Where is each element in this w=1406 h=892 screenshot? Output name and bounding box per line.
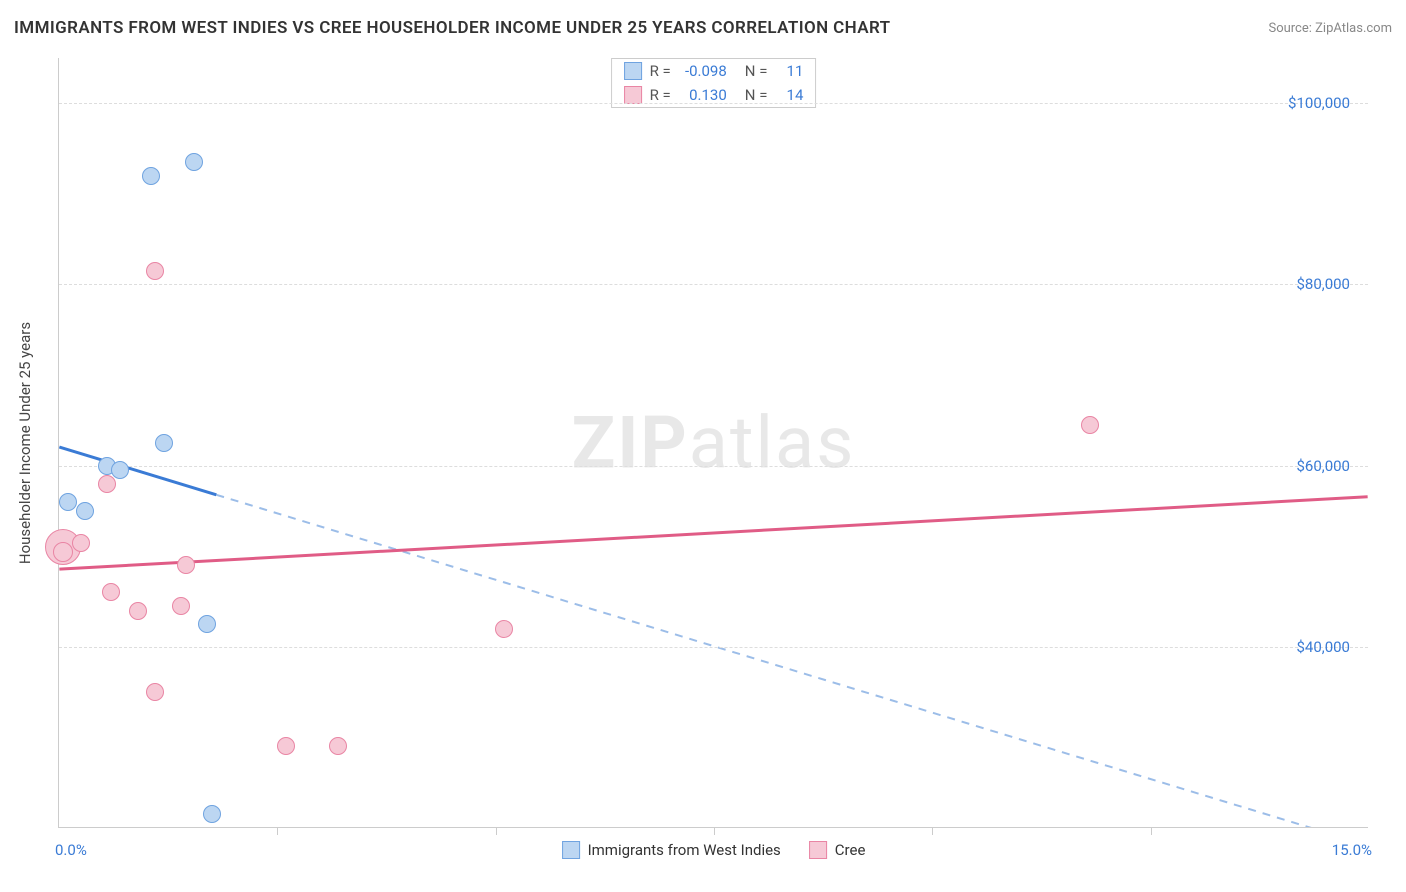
scatter-point-west_indies: [203, 805, 221, 823]
series-legend: Immigrants from West Indies Cree: [562, 841, 866, 859]
trend-lines: [59, 58, 1368, 827]
x-tick: [1151, 827, 1152, 835]
stats-row-west_indies: R = -0.098 N = 11: [612, 59, 816, 83]
x-axis-min-label: 0.0%: [55, 841, 87, 859]
scatter-point-west_indies: [198, 615, 216, 633]
scatter-point-cree: [329, 737, 347, 755]
scatter-point-cree: [98, 475, 116, 493]
scatter-point-cree: [146, 262, 164, 280]
gridline-h: [59, 284, 1368, 285]
x-axis-max-label: 15.0%: [1332, 841, 1372, 859]
y-tick-label: $60,000: [1296, 457, 1350, 475]
y-tick-label: $80,000: [1296, 275, 1350, 293]
legend-label-west_indies: Immigrants from West Indies: [588, 841, 781, 859]
scatter-point-west_indies: [59, 493, 77, 511]
trendline-dashed-west_indies: [216, 495, 1367, 827]
watermark-bold: ZIP: [572, 400, 689, 485]
gridline-h: [59, 647, 1368, 648]
gridline-h: [59, 466, 1368, 467]
scatter-point-west_indies: [155, 434, 173, 452]
stats-legend: R = -0.098 N = 11 R = 0.130 N = 14: [611, 58, 817, 108]
legend-label-cree: Cree: [835, 841, 866, 859]
trendline-solid-cree: [59, 497, 1367, 569]
scatter-point-cree: [146, 683, 164, 701]
x-tick: [714, 827, 715, 835]
legend-swatch-west_indies: [624, 62, 642, 80]
x-tick: [496, 827, 497, 835]
stat-r-value-west_indies: -0.098: [679, 62, 727, 80]
stat-n-value-west_indies: 11: [775, 62, 803, 80]
chart-source: Source: ZipAtlas.com: [1268, 21, 1392, 36]
x-tick: [932, 827, 933, 835]
y-axis-title: Householder Income Under 25 years: [16, 321, 34, 563]
legend-swatch-cree: [809, 841, 827, 859]
legend-swatch-cree: [624, 86, 642, 104]
scatter-point-cree: [177, 556, 195, 574]
scatter-point-cree: [102, 583, 120, 601]
legend-swatch-west_indies: [562, 841, 580, 859]
stat-r-label: R =: [650, 62, 671, 80]
scatter-point-cree: [72, 534, 90, 552]
source-prefix: Source:: [1268, 21, 1315, 36]
x-tick: [277, 827, 278, 835]
plot-area: ZIPatlas Householder Income Under 25 yea…: [58, 58, 1368, 828]
scatter-point-west_indies: [76, 502, 94, 520]
y-tick-label: $100,000: [1288, 94, 1350, 112]
stat-n-label: N =: [745, 86, 768, 104]
trendline-solid-west_indies: [59, 447, 216, 495]
legend-item-west_indies: Immigrants from West Indies: [562, 841, 781, 859]
watermark: ZIPatlas: [572, 400, 856, 485]
stat-n-label: N =: [745, 62, 768, 80]
source-name: ZipAtlas.com: [1315, 21, 1392, 36]
scatter-point-cree: [129, 602, 147, 620]
scatter-point-cree: [53, 542, 73, 562]
scatter-point-cree: [495, 620, 513, 638]
scatter-point-west_indies: [142, 167, 160, 185]
y-tick-label: $40,000: [1296, 638, 1350, 656]
scatter-point-cree: [172, 597, 190, 615]
stat-r-value-cree: 0.130: [679, 86, 727, 104]
legend-item-cree: Cree: [809, 841, 866, 859]
chart-header: IMMIGRANTS FROM WEST INDIES VS CREE HOUS…: [14, 18, 1392, 38]
scatter-point-cree: [1081, 416, 1099, 434]
stat-n-value-cree: 14: [775, 86, 803, 104]
chart-title: IMMIGRANTS FROM WEST INDIES VS CREE HOUS…: [14, 18, 891, 38]
gridline-h: [59, 103, 1368, 104]
scatter-point-west_indies: [185, 153, 203, 171]
scatter-point-west_indies: [111, 461, 129, 479]
stat-r-label: R =: [650, 86, 671, 104]
scatter-point-cree: [277, 737, 295, 755]
watermark-rest: atlas: [689, 400, 856, 485]
